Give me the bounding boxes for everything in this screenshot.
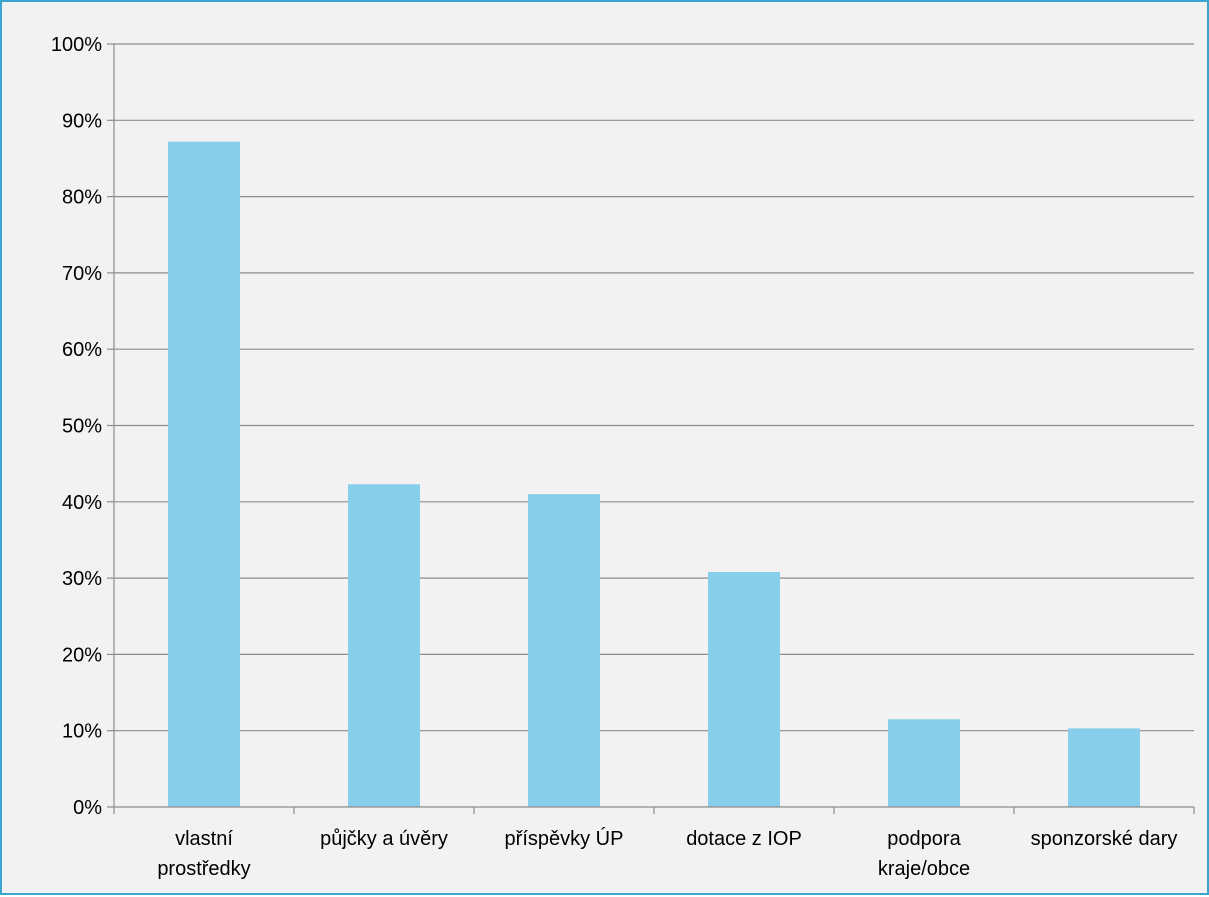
y-tick-label: 30% <box>62 568 102 590</box>
bar-5 <box>1068 728 1140 807</box>
y-tick-label: 10% <box>62 721 102 743</box>
y-tick-label: 80% <box>62 187 102 209</box>
x-category-label: vlastní prostředky <box>157 828 250 880</box>
x-category-label-line: sponzorské dary <box>1031 828 1178 850</box>
x-category-label: sponzorské dary <box>1031 828 1178 850</box>
x-category-label-line: dotace z IOP <box>686 828 802 850</box>
x-category-label: dotace z IOP <box>686 828 802 850</box>
y-tick-label: 50% <box>62 416 102 438</box>
bar-2 <box>528 494 600 807</box>
bar-1 <box>348 484 420 807</box>
bar-3 <box>708 571 780 807</box>
x-category-label-line: prostředky <box>157 858 250 880</box>
y-tick-label: 20% <box>62 644 102 666</box>
bar-0 <box>168 141 240 807</box>
y-tick-label: 40% <box>62 492 102 514</box>
x-category-label-line: půjčky a úvěry <box>320 828 448 850</box>
x-category-label: podpora kraje/obce <box>878 828 970 880</box>
y-tick-label: 0% <box>73 797 102 819</box>
x-category-label-line: vlastní <box>175 828 233 850</box>
x-category-label: půjčky a úvěry <box>320 828 448 850</box>
bar-4 <box>888 719 960 807</box>
y-tick-label: 60% <box>62 339 102 361</box>
x-category-label-line: příspěvky ÚP <box>505 827 624 850</box>
x-category-label-line: kraje/obce <box>878 858 970 880</box>
y-tick-label: 70% <box>62 263 102 285</box>
x-category-label: příspěvky ÚP <box>505 827 624 850</box>
y-tick-label: 100% <box>51 34 102 56</box>
x-category-label-line: podpora <box>887 828 961 850</box>
y-tick-label: 90% <box>62 110 102 132</box>
